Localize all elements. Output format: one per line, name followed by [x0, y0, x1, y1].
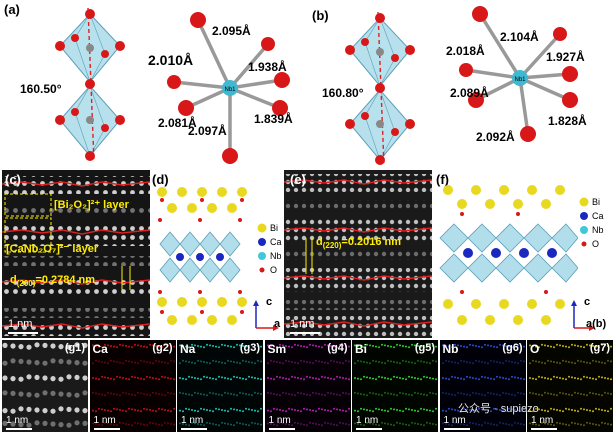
- eds-element-label-4: Sm: [267, 342, 287, 356]
- bond-a-6: 2.097Å: [188, 124, 227, 138]
- scale-bar-c: [8, 332, 38, 334]
- eds-panel-code-7: (g7): [589, 342, 610, 354]
- scale-label-c: 1 nm: [8, 318, 33, 330]
- panel-label-b: (b): [312, 8, 329, 23]
- legend-markers-d: [257, 223, 267, 273]
- bond-a-5: 1.839Å: [254, 112, 293, 126]
- watermark: 公众号 · supiezo: [458, 403, 539, 415]
- eds-panel-code-3: (g3): [239, 342, 260, 354]
- eds-panel-code-6: (g6): [502, 342, 523, 354]
- bond-b-2: 2.018Å: [446, 44, 485, 58]
- eds-tile-1: (g1) 1 nm: [2, 340, 88, 432]
- legend-o-f: O: [592, 239, 600, 249]
- center-atom-b: Nb1: [514, 77, 526, 83]
- axis-ab-f: a(b): [586, 318, 607, 330]
- bond-a-2: 2.010Å: [148, 52, 194, 68]
- bond-b-6: 2.092Å: [476, 130, 515, 144]
- eds-scale-label-6: 1 nm: [443, 415, 466, 426]
- scale-bar-e: [290, 332, 320, 334]
- eds-scale-label-3: 1 nm: [181, 415, 204, 426]
- legend-nb-d: Nb: [270, 251, 282, 261]
- eds-scale-bar-3: [181, 428, 207, 430]
- eds-scale-bar-4: [268, 428, 295, 430]
- eds-map-7: [529, 343, 612, 427]
- d-spacing-e: d(220)=0.2016 nm: [316, 236, 402, 251]
- bond-a-4: 2.081Å: [158, 116, 197, 130]
- octahedra-pair-b: [345, 11, 415, 166]
- eds-tile-6: Nb (g6) 1 nm: [439, 340, 526, 432]
- legend-markers-f: [579, 197, 589, 247]
- panel-label-e: (e): [290, 172, 306, 187]
- crystal-structure-f: [439, 185, 578, 325]
- legend-o-d: O: [270, 265, 278, 275]
- eds-panel-code-2: (g2): [152, 342, 173, 354]
- axis-icon-f: [571, 300, 595, 331]
- eds-scale-bar-6: [443, 428, 470, 430]
- bond-b-1: 2.104Å: [500, 30, 539, 44]
- center-atom-a: Nb1: [224, 87, 236, 93]
- panel-label-d: (d): [152, 172, 169, 187]
- eds-tile-4: Sm (g4) 1 nm: [264, 340, 351, 432]
- haadf-image-e: (e) d(220)=0.2016 nm 1 nm: [284, 170, 432, 338]
- layer-label-canb2o7: [CaNb₂O₇]²⁻ layer: [6, 243, 99, 255]
- panel-label-c: (c): [5, 172, 21, 187]
- eds-scale-bar-1: [6, 428, 32, 430]
- eds-element-label-7: O: [530, 342, 540, 356]
- axis-c-d: c: [266, 296, 273, 308]
- eds-scale-label-1: 1 nm: [6, 415, 29, 426]
- eds-panel-code-1: (g1): [64, 342, 85, 354]
- eds-map-3: [179, 343, 262, 427]
- eds-tile-5: Bi (g5) 1 nm: [352, 340, 438, 432]
- eds-map-1: [2, 342, 88, 428]
- eds-scale-label-4: 1 nm: [268, 415, 291, 426]
- eds-scale-bar-2: [93, 428, 120, 430]
- eds-tile-2: Ca (g2) 1 nm: [89, 340, 176, 432]
- bond-b-5: 1.828Å: [548, 114, 587, 128]
- bond-b-3: 1.927Å: [546, 50, 585, 64]
- legend-bi-d: Bi: [270, 223, 279, 233]
- legend-ca-f: Ca: [592, 211, 604, 221]
- bond-b-4: 2.089Å: [450, 86, 489, 100]
- eds-scale-bar-5: [356, 428, 382, 430]
- eds-map-4: [266, 343, 350, 427]
- nb-coordination-a: Nb1: [167, 12, 290, 164]
- crystal-structure-d: [157, 187, 247, 325]
- layer-label-bi2o2: [Bi₂O₂]²⁺ layer: [54, 199, 129, 211]
- eds-element-label-6: Nb: [442, 342, 459, 356]
- eds-panel-code-4: (g4): [327, 342, 348, 354]
- eds-tile-7: O (g7) 1 nm: [527, 340, 613, 432]
- axis-icon-d: [253, 300, 279, 331]
- eds-scale-label-7: 1 nm: [531, 415, 554, 426]
- panel-label-a: (a): [4, 2, 20, 17]
- angle-label-a: 160.50°: [20, 82, 62, 96]
- eds-panel-code-5: (g5): [414, 342, 435, 354]
- eds-tile-3: Na (g3) 1 nm: [177, 340, 263, 432]
- legend-nb-f: Nb: [592, 225, 604, 235]
- eds-element-label-3: Na: [180, 342, 196, 356]
- scale-label-e: 1 nm: [290, 318, 315, 330]
- eds-scale-label-5: 1 nm: [356, 415, 379, 426]
- eds-map-6: [441, 343, 525, 427]
- eds-scale-bar-7: [531, 428, 557, 430]
- eds-element-label-2: Ca: [92, 342, 108, 356]
- bond-a-1: 2.095Å: [212, 24, 251, 38]
- axis-a-d: a: [274, 318, 281, 330]
- axis-c-f: c: [584, 296, 591, 308]
- d-spacing-c: d(200)=0.2784 nm: [10, 274, 96, 289]
- eds-map-2: [91, 343, 175, 427]
- haadf-image-c: (c) [Bi₂O₂]²⁺ layer [CaNb₂O₇]²⁻ layer d(…: [2, 170, 150, 338]
- panel-label-f: (f): [436, 172, 449, 187]
- eds-map-5: [354, 343, 437, 427]
- angle-label-b: 160.80°: [322, 86, 364, 100]
- eds-scale-label-2: 1 nm: [93, 415, 116, 426]
- eds-element-label-5: Bi: [355, 342, 367, 356]
- nb-coordination-b: Nb1: [459, 6, 578, 142]
- octahedra-pair-a: [55, 7, 125, 163]
- legend-bi-f: Bi: [592, 197, 601, 207]
- legend-ca-d: Ca: [270, 237, 282, 247]
- bond-a-3: 1.938Å: [248, 60, 287, 74]
